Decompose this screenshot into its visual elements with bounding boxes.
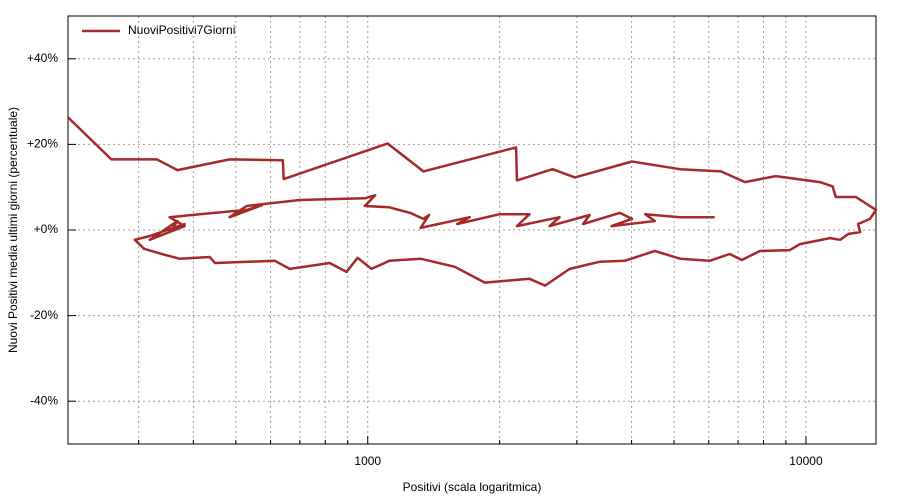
y-tick-label: +40% (27, 51, 58, 65)
y-tick-label: -40% (30, 393, 58, 407)
x-axis-label: Positivi (scala logaritmica) (403, 480, 542, 494)
x-tick-label: 1000 (354, 454, 381, 468)
y-tick-label: -20% (30, 308, 58, 322)
x-tick-label: 10000 (789, 454, 823, 468)
y-tick-label: +20% (27, 137, 58, 151)
data-line (67, 116, 878, 287)
legend-label: NuoviPositivi7Giorni (128, 23, 235, 37)
y-tick-label: +0% (34, 222, 59, 236)
plot-frame (67, 15, 877, 445)
y-axis-label: Nuovi Positivi media ultimi giorni (perc… (6, 107, 20, 353)
